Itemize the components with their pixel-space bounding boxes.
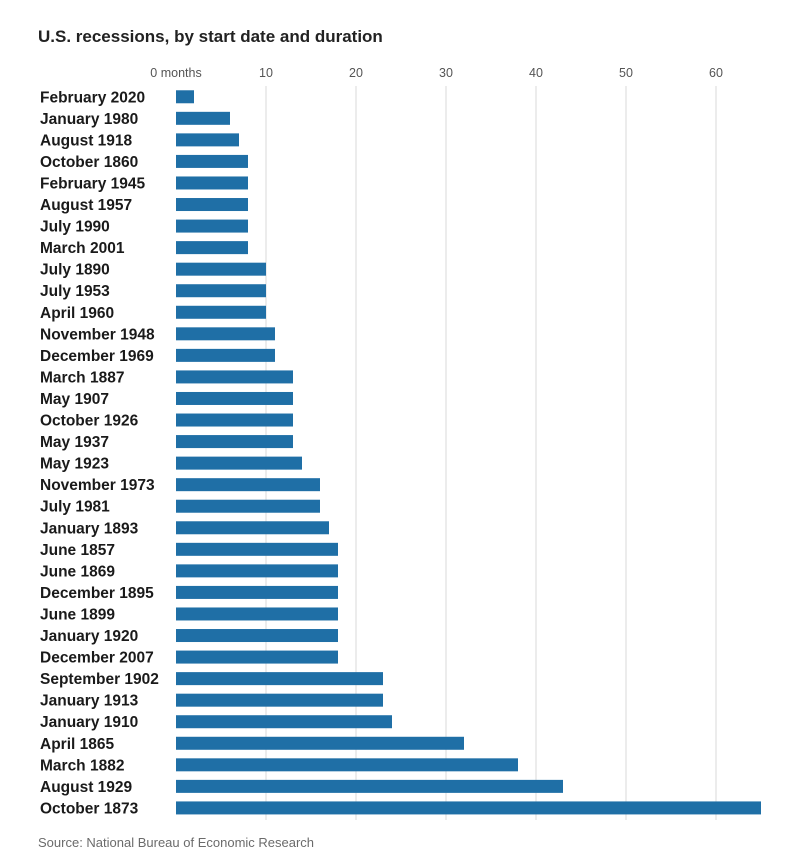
bar <box>176 327 275 341</box>
bar <box>176 521 329 535</box>
category-label: February 2020 <box>40 89 145 106</box>
x-axis-ticks: 0 months 10 20 30 40 50 60 <box>150 66 723 80</box>
x-tick-label: 40 <box>529 66 543 80</box>
bar <box>176 90 194 104</box>
bar <box>176 650 338 664</box>
category-label: March 2001 <box>40 240 125 257</box>
bar <box>176 542 338 556</box>
category-label: January 1920 <box>40 628 138 645</box>
bar <box>176 758 518 772</box>
category-label: March 1887 <box>40 369 124 386</box>
category-label: May 1907 <box>40 391 109 408</box>
category-label: May 1937 <box>40 434 109 451</box>
bar <box>176 607 338 621</box>
bar <box>176 370 293 384</box>
category-label: December 1895 <box>40 585 154 602</box>
category-label: August 1929 <box>40 779 133 796</box>
chart-title: U.S. recessions, by start date and durat… <box>38 27 383 46</box>
category-label: October 1873 <box>40 800 139 817</box>
x-tick-label: 30 <box>439 66 453 80</box>
category-label: October 1860 <box>40 154 138 171</box>
category-label: January 1893 <box>40 520 139 537</box>
bar <box>176 499 320 513</box>
category-label: December 2007 <box>40 650 154 667</box>
bar <box>176 715 392 729</box>
category-label: August 1918 <box>40 132 133 149</box>
bar <box>176 348 275 362</box>
bar <box>176 219 248 233</box>
gridlines <box>265 86 717 820</box>
bar <box>176 176 248 190</box>
bar <box>176 629 338 643</box>
bar <box>176 693 383 707</box>
category-label: July 1890 <box>40 262 110 279</box>
category-label: January 1980 <box>40 111 138 128</box>
bar <box>176 198 248 212</box>
category-labels: February 2020 January 1980 August 1918 Octo… <box>40 89 159 817</box>
category-label: July 1990 <box>40 219 110 236</box>
category-label: April 1960 <box>40 305 114 322</box>
category-label: February 1945 <box>40 175 145 192</box>
bar <box>176 736 464 750</box>
bar <box>176 779 563 793</box>
bars <box>176 90 761 815</box>
bar <box>176 585 338 599</box>
category-label: July 1953 <box>40 283 110 300</box>
bar <box>176 391 293 405</box>
source-note: Source: National Bureau of Economic Rese… <box>38 835 315 850</box>
category-label: January 1913 <box>40 693 139 710</box>
x-tick-label: 10 <box>259 66 273 80</box>
category-label: November 1973 <box>40 477 155 494</box>
x-tick-label: 60 <box>709 66 723 80</box>
category-label: April 1865 <box>40 736 114 753</box>
category-label: March 1882 <box>40 757 124 774</box>
bar <box>176 478 320 492</box>
x-tick-label: 50 <box>619 66 633 80</box>
bar <box>176 241 248 255</box>
bar <box>176 262 266 276</box>
x-tick-label: 0 months <box>150 66 201 80</box>
bar <box>176 284 266 298</box>
bar <box>176 133 239 147</box>
bar <box>176 413 293 427</box>
bar <box>176 111 230 125</box>
bar <box>176 456 302 470</box>
category-label: October 1926 <box>40 413 139 430</box>
category-label: August 1957 <box>40 197 132 214</box>
bar <box>176 305 266 319</box>
category-label: July 1981 <box>40 499 110 516</box>
bar <box>176 435 293 449</box>
category-label: June 1899 <box>40 606 115 623</box>
bar <box>176 154 248 168</box>
category-label: May 1923 <box>40 456 109 473</box>
bar <box>176 564 338 578</box>
category-label: June 1869 <box>40 563 115 580</box>
category-label: November 1948 <box>40 326 155 343</box>
bar <box>176 672 383 686</box>
category-label: June 1857 <box>40 542 115 559</box>
bar <box>176 801 761 815</box>
category-label: December 1969 <box>40 348 154 365</box>
category-label: September 1902 <box>40 671 159 688</box>
category-label: January 1910 <box>40 714 138 731</box>
x-tick-label: 20 <box>349 66 363 80</box>
